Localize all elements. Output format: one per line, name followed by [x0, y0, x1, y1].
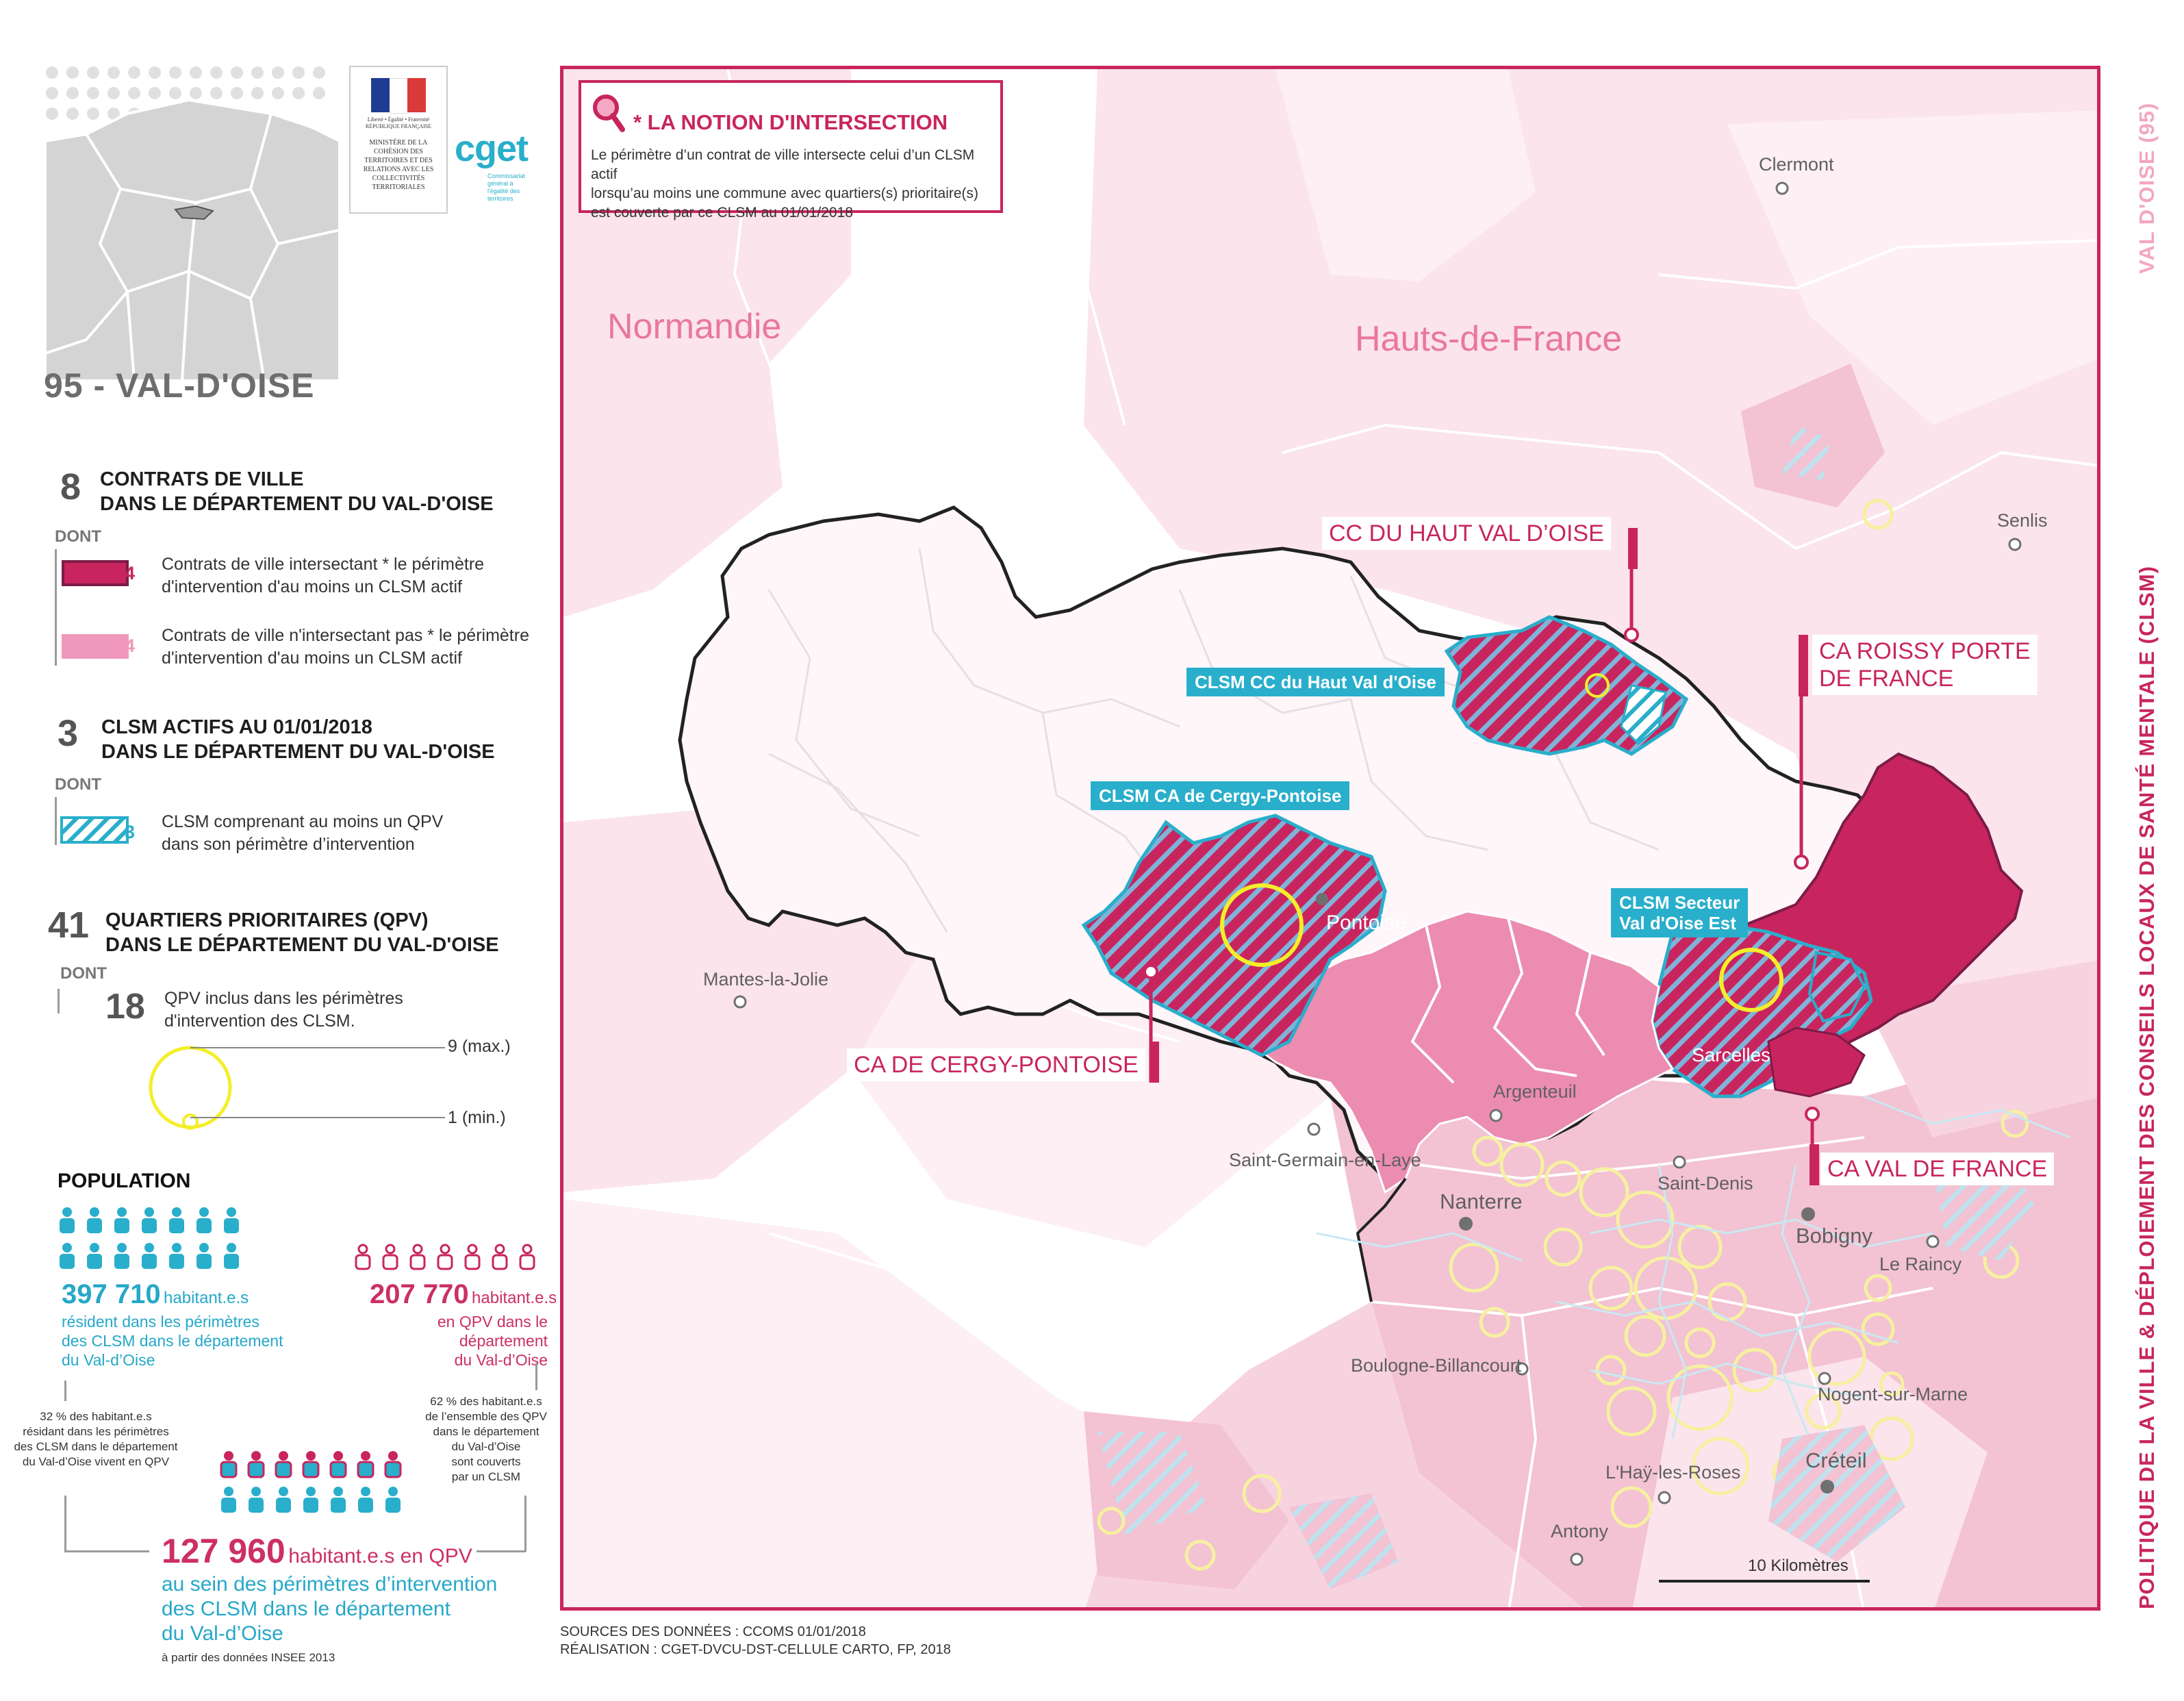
population-bottom: 127 960 habitant.e.s en QPV — [162, 1532, 472, 1570]
city-creteil: Créteil — [1805, 1448, 1867, 1472]
population-right: 207 770 habitant.e.s — [370, 1279, 557, 1309]
city-pontoise: Pontoise — [1326, 911, 1406, 934]
city-saint-germain: Saint-Germain-en-Laye — [1229, 1150, 1421, 1170]
legend-num-intersect: 4 — [125, 563, 136, 583]
notion-title: * LA NOTION D'INTERSECTION — [633, 110, 948, 134]
qpv-sub-text: QPV inclus dans les périmètres d'interve… — [164, 989, 403, 1031]
city-nanterre: Nanterre — [1440, 1189, 1523, 1213]
population-left-text: résident dans les périmètres des CLSM da… — [62, 1313, 283, 1369]
city-clermont: Clermont — [1759, 154, 1834, 175]
map-frame: * LA NOTION D'INTERSECTION Le périmètre … — [560, 66, 2100, 1611]
qpv-circle-legend — [149, 1046, 445, 1130]
ca-label-roissy: CA ROISSY PORTE DE FRANCE — [1812, 635, 2037, 695]
contrats-dont: DONT — [55, 527, 101, 546]
region-normandie: Normandie — [607, 307, 782, 346]
population-source-note: à partir des données INSEE 2013 — [162, 1651, 335, 1664]
qpv-dont: DONT — [60, 964, 107, 983]
population-left: 397 710 habitant.e.s — [62, 1279, 249, 1309]
people-magenta-icon — [355, 1244, 535, 1270]
clsm-label-haut-val: CLSM CC du Haut Val d'Oise — [1186, 668, 1445, 696]
clsm-dont: DONT — [55, 775, 101, 794]
scale-label: 10 Kilomètres — [1748, 1557, 1849, 1575]
city-antony: Antony — [1551, 1521, 1609, 1541]
contrats-count: 8 — [60, 466, 81, 507]
legend-swatch-clsm — [60, 816, 129, 844]
ministry-logo: Liberté • Égalité • Fraternité RÉPUBLIQU… — [349, 66, 448, 214]
prefecture-points — [1316, 893, 1834, 1494]
clsm-secteur-bump — [1807, 950, 1866, 1023]
population-title: POPULATION — [58, 1170, 191, 1192]
population-right-text: en QPV dans le département du Val-d’Oise — [437, 1313, 548, 1369]
notion-text: Le périmètre d’un contrat de ville inter… — [591, 147, 979, 220]
city-mantes: Mantes-la-Jolie — [703, 969, 829, 990]
clsm-label-est: CLSM Secteur Val d'Oise Est — [1611, 888, 1749, 937]
note-right: 62 % des habitant.e.s de l’ensemble des … — [425, 1395, 547, 1483]
ca-label-cergy: CA DE CERGY-PONTOISE — [847, 1048, 1145, 1081]
legend-text-nonintersect: Contrats de ville n'intersectant pas * l… — [162, 626, 529, 668]
qpv-max-label: 9 (max.) — [448, 1037, 511, 1056]
city-saint-denis: Saint-Denis — [1658, 1173, 1753, 1194]
clsm-title: CLSM ACTIFS AU 01/01/2018 DANS LE DÉPART… — [101, 716, 495, 763]
magnifier-icon — [593, 94, 625, 132]
legend-swatch-nonintersect — [62, 634, 129, 659]
ca-label-val-de-france: CA VAL DE FRANCE — [1820, 1152, 2055, 1185]
sidebar-dept: VAL D'OISE (95) — [2135, 102, 2159, 274]
legend-text-clsm: CLSM comprenant au moins un QPV dans son… — [162, 812, 444, 854]
qpv-title: QUARTIERS PRIORITAIRES (QPV) DANS LE DÉP… — [105, 909, 499, 956]
qpv-circle — [1585, 673, 1610, 698]
marianne-flag — [371, 78, 426, 114]
city-nogent: Nogent-sur-Marne — [1818, 1384, 1968, 1404]
hatched-couronne — [1768, 1425, 1905, 1562]
qpv-min-label: 1 (min.) — [448, 1108, 506, 1127]
city-points — [733, 181, 2022, 1566]
city-lhay: L'Haÿ-les-Roses — [1605, 1462, 1741, 1483]
legend-num-nonintersect: 4 — [125, 635, 136, 656]
republic-motto: Liberté • Égalité • Fraternité RÉPUBLIQU… — [365, 116, 432, 129]
dept-title: 95 - VAL-D'OISE — [44, 366, 315, 405]
couronne-cyan-borders — [1316, 1095, 2070, 1439]
qpv-sub-num: 18 — [105, 987, 145, 1026]
clsm-label-cergy: CLSM CA de Cergy-Pontoise — [1091, 781, 1350, 810]
legend-num-clsm: 3 — [125, 822, 136, 842]
sources: SOURCES DES DONNÉES : CCOMS 01/01/2018 R… — [560, 1624, 951, 1657]
notion-box: * LA NOTION D'INTERSECTION Le périmètre … — [579, 80, 1003, 220]
population-bottom-text: au sein des périmètres d’intervention de… — [162, 1573, 498, 1645]
region-hauts-de-france: Hauts-de-France — [1355, 319, 1623, 359]
ministry-name: MINISTÈRE DE LA COHÉSION DES TERRITOIRES… — [363, 139, 434, 191]
cget-subtitle: Commissariat général à l'égalité des ter… — [487, 173, 526, 202]
city-bobigny: Bobigny — [1796, 1224, 1873, 1248]
locator-map — [45, 66, 340, 381]
city-le-raincy: Le Raincy — [1879, 1254, 1962, 1274]
map-canvas — [563, 69, 2097, 1607]
people-mixed-icon — [220, 1450, 402, 1513]
ca-cergy-pontoise — [1081, 814, 1387, 1057]
qpv-circle — [1220, 883, 1304, 967]
city-sarcelles: Sarcelles — [1692, 1044, 1771, 1066]
city-senlis: Senlis — [1997, 510, 2048, 531]
hatched-couronne — [1289, 1494, 1399, 1589]
qpv-count: 41 — [48, 905, 90, 946]
leader-flags — [1150, 528, 1819, 1185]
legend-swatch-intersect — [62, 560, 129, 586]
city-argenteuil: Argenteuil — [1493, 1081, 1577, 1102]
legend-text-intersect: Contrats de ville intersectant * le péri… — [162, 555, 485, 596]
city-boulogne: Boulogne-Billancourt — [1351, 1355, 1522, 1376]
haut-val-white-part — [1620, 684, 1667, 746]
sidebar-title: POLITIQUE DE LA VILLE & DÉPLOIEMENT DES … — [2135, 566, 2159, 1609]
cget-logo: cget — [455, 128, 529, 169]
val-de-france-solid — [1767, 1026, 1866, 1098]
qpv-circle — [1719, 948, 1783, 1012]
note-left: 32 % des habitant.e.s résidant dans les … — [14, 1410, 178, 1468]
ca-label-haut-val: CC DU HAUT VAL D’OISE — [1322, 517, 1611, 550]
people-cyan-icon — [60, 1207, 239, 1269]
contrats-title: CONTRATS DE VILLE DANS LE DÉPARTEMENT DU… — [100, 468, 494, 515]
clsm-count: 3 — [58, 713, 79, 754]
leader-dots — [1143, 627, 1820, 1122]
